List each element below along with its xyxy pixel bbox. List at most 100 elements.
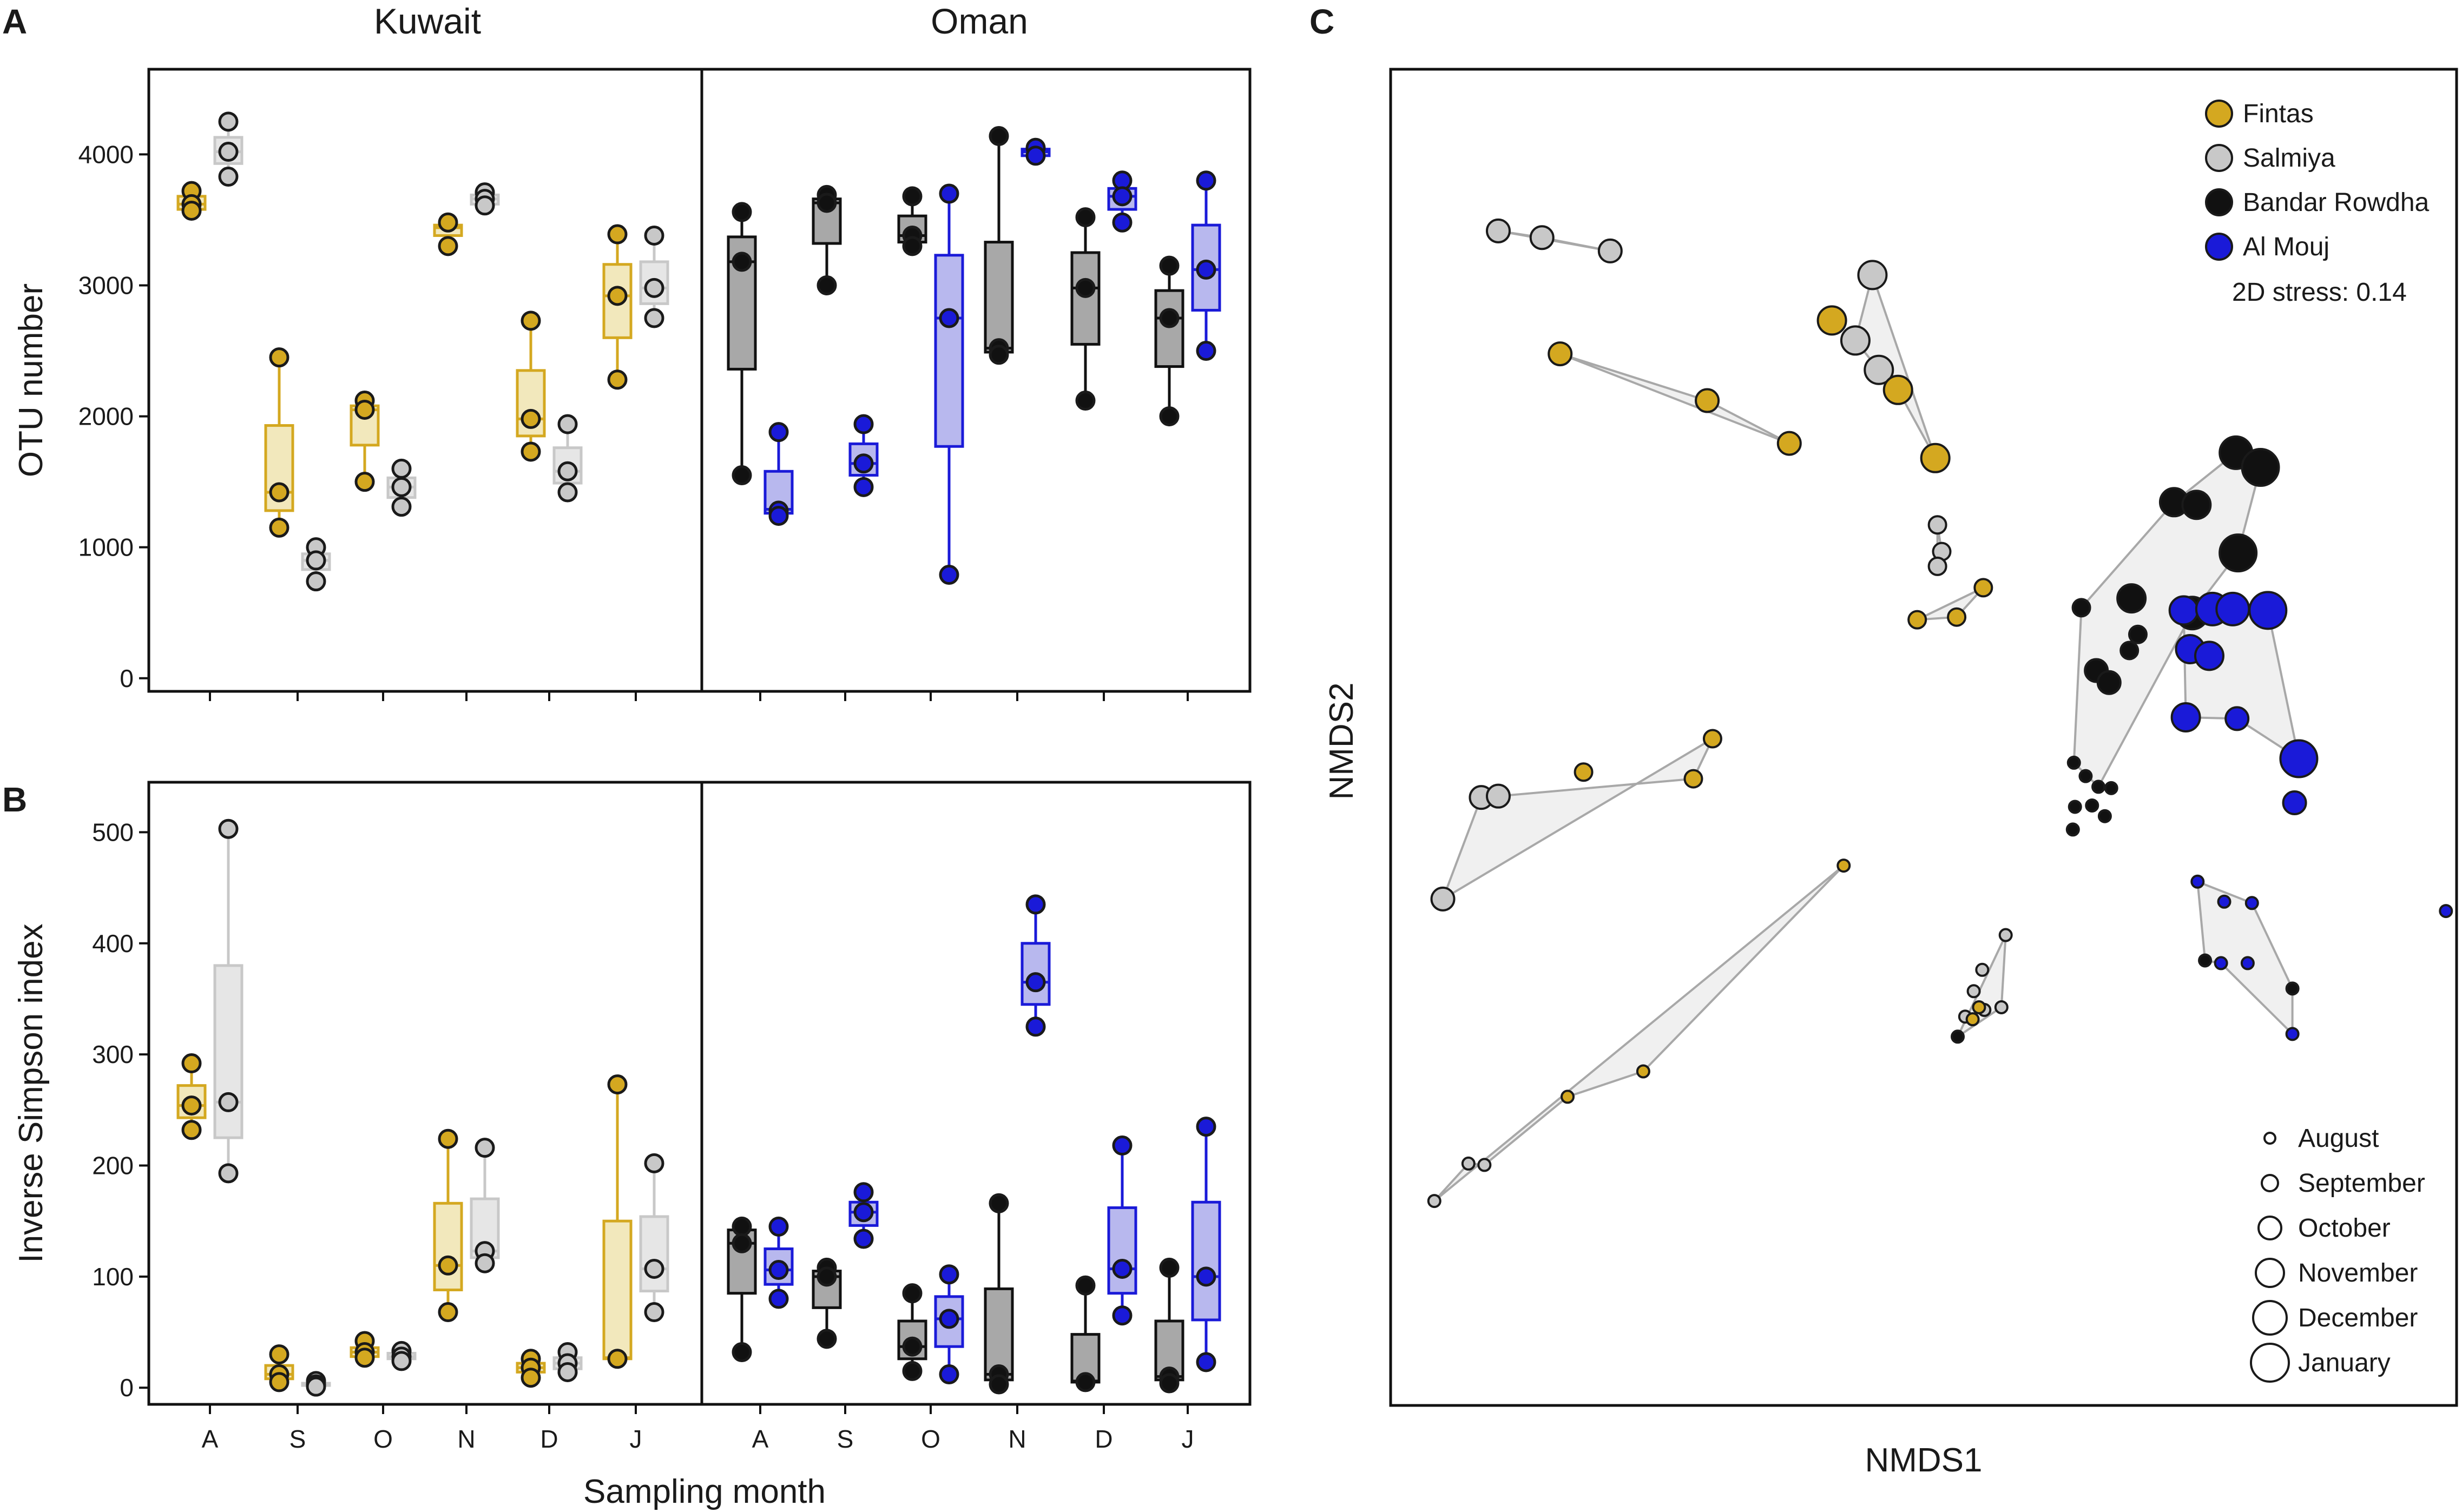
panel-b-salmiya-s-point: [306, 1376, 326, 1397]
nmds-point-salmiya-november: [1857, 260, 1888, 290]
panel-b-fintas-s-point: [269, 1344, 289, 1365]
panel-a-fintas-d-point: [521, 408, 541, 429]
panel-b-al-mouj-n-point: [1025, 1016, 1046, 1037]
nmds-point-al-mouj-august: [2214, 956, 2228, 970]
panel-b-y-axis-label: Inverse Simpson index: [12, 923, 50, 1263]
panel-b-al-mouj-o-point: [939, 1309, 959, 1329]
legend-november-label: November: [2298, 1259, 2418, 1287]
panel-label-b: B: [2, 780, 27, 819]
panel-a-frame: [147, 68, 1252, 693]
panel-b-bandar-rowdha-a-point: [732, 1342, 752, 1362]
nmds-point-al-mouj-august: [2244, 896, 2259, 910]
panel-b-al-mouj-n-point: [1025, 894, 1046, 915]
nmds-point-bandar-rowdha-august: [2066, 755, 2081, 770]
panel-b-xtick-label: A: [202, 1425, 219, 1453]
panel-a-fintas-o-point: [354, 472, 375, 492]
panel-b-bandar-rowdha-d-point: [1075, 1372, 1096, 1392]
panel-label-a: A: [2, 2, 27, 41]
panel-a-salmiya-j-point: [644, 225, 664, 246]
panel-a-salmiya-a-point: [218, 167, 239, 187]
nmds-point-bandar-rowdha-november: [2181, 490, 2212, 520]
nmds-point-salmiya-october: [1485, 783, 1511, 809]
panel-a-ytick-label: 0: [120, 664, 134, 692]
hull-fintas: [1916, 586, 1985, 621]
panel-a-fintas-o-point: [354, 399, 375, 420]
legend-january-marker: [2250, 1343, 2290, 1383]
panel-c-frame: [1389, 68, 2458, 1407]
panel-a-salmiya-j-point: [644, 308, 664, 328]
legend-august-label: August: [2298, 1124, 2379, 1153]
nmds-point-salmiya-november: [1864, 354, 1894, 385]
panel-a-al-mouj-a-point: [768, 506, 789, 526]
panel-b-salmiya-n-point: [475, 1138, 495, 1158]
nmds-point-bandar-rowdha-august: [2198, 953, 2213, 968]
panel-b-al-mouj-d-point: [1112, 1305, 1133, 1326]
panel-a-ytick-label: 1000: [78, 533, 134, 562]
panel-a-fintas-n-point: [438, 236, 458, 256]
panel-b-ytick-label: 0: [120, 1374, 134, 1402]
panel-b-al-mouj-a-point: [768, 1260, 789, 1280]
panel-b-al-mouj-d-box: [1107, 1206, 1137, 1295]
panel-b-al-mouj-j-box: [1191, 1200, 1221, 1322]
panel-b-xtick-label: N: [457, 1425, 475, 1453]
region-label-oman: Oman: [931, 1, 1028, 41]
panel-a-salmiya-a-point: [218, 111, 239, 132]
panel-a-fintas-s-point: [269, 347, 289, 368]
panel-b-al-mouj-s-point: [853, 1202, 874, 1223]
panel-a-bandar-rowdha-o-point: [902, 186, 923, 207]
nmds-point-al-mouj-august: [2439, 904, 2453, 919]
nmds-point-bandar-rowdha-august: [2085, 798, 2099, 813]
panel-a-bandar-rowdha-n-point: [989, 345, 1009, 365]
nmds-point-salmiya-august: [1461, 1156, 1476, 1171]
hull-fintas: [1559, 353, 1790, 445]
nmds-point-salmiya-october: [1529, 225, 1555, 250]
panel-b-al-mouj-d-point: [1112, 1258, 1133, 1279]
nmds-point-al-mouj-august: [2190, 874, 2205, 889]
panel-b-fintas-j-point: [607, 1074, 628, 1095]
panel-b-fintas-n-point: [438, 1128, 458, 1149]
nmds-point-al-mouj-november: [2170, 702, 2201, 732]
nmds-point-salmiya-august: [1994, 1000, 2009, 1014]
legend-salmiya-marker: [2205, 144, 2233, 172]
panel-b-xtick-label: N: [1008, 1425, 1026, 1453]
panel-b-fintas-d-point: [521, 1368, 541, 1388]
panel-a-bandar-rowdha-s-point: [817, 193, 837, 213]
panel-b-frame: [147, 781, 1252, 1406]
panel-a-salmiya-j-point: [644, 278, 664, 298]
month-size-legend: August September October November Decemb…: [2250, 1124, 2425, 1383]
legend-september-label: September: [2298, 1169, 2425, 1198]
nmds-point-bandar-rowdha-january: [2219, 533, 2258, 573]
nmds-point-salmiya-august: [1477, 1158, 1492, 1172]
nmds-point-al-mouj-august: [2285, 1027, 2300, 1041]
hull-salmiya: [1497, 229, 1611, 252]
panel-a-salmiya-s-point: [306, 571, 326, 592]
panel-b-salmiya-j-point: [644, 1302, 664, 1323]
panel-a-salmiya-a-point: [218, 142, 239, 162]
legend-al-mouj-marker: [2205, 233, 2233, 261]
panel-b-bandar-rowdha-j-point: [1159, 1257, 1180, 1278]
panel-a-ytick-label: 2000: [78, 402, 134, 431]
hull-fintas: [1441, 737, 1714, 900]
nmds-point-salmiya-october: [1597, 238, 1623, 263]
panel-a-bandar-rowdha-d-point: [1075, 278, 1096, 298]
panel-b-al-mouj-n-point: [1025, 972, 1046, 993]
panel-a-al-mouj-s-point: [853, 414, 874, 434]
panel-a-bandar-rowdha-d-box: [1070, 251, 1101, 346]
panel-b-salmiya-j-box: [639, 1215, 669, 1293]
site-legend: Fintas Salmiya Bandar Rowdha Al Mouj 2D …: [2205, 100, 2430, 307]
nmds-point-al-mouj-january: [2248, 591, 2288, 630]
nmds-point-fintas-august: [1972, 1000, 1986, 1014]
panel-b-ytick-label: 300: [92, 1040, 134, 1068]
nmds-point-fintas-november: [1882, 374, 1913, 405]
panel-a-bandar-rowdha-a-point: [732, 465, 752, 486]
nmds-point-fintas-august: [1836, 859, 1851, 873]
nmds-point-bandar-rowdha-september: [2128, 624, 2148, 644]
panel-b-xtick-label: O: [921, 1425, 940, 1453]
panel-a-fintas-d-box: [516, 369, 546, 438]
legend-salmiya-label: Salmiya: [2243, 144, 2335, 173]
panel-a-fintas-j-point: [607, 224, 628, 245]
nmds-point-al-mouj-august: [2217, 894, 2231, 909]
panel-b-bandar-rowdha-n-point: [989, 1374, 1009, 1395]
panel-b-salmiya-a-point: [218, 818, 239, 839]
nmds-point-salmiya-august: [1427, 1194, 1441, 1209]
